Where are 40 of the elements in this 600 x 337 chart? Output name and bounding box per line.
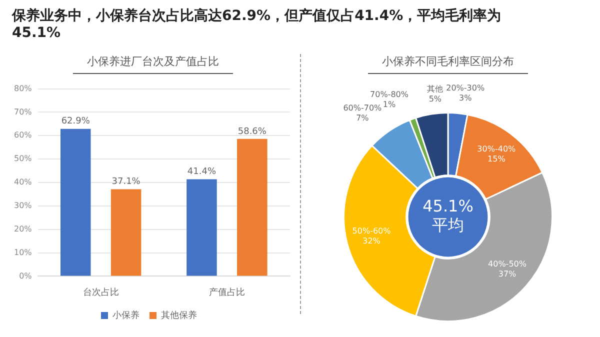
bar xyxy=(186,179,217,276)
data-label: 7% xyxy=(356,114,370,123)
y-tick-label: 20% xyxy=(14,224,32,234)
slice-label: 30%-40% xyxy=(477,144,516,154)
slice-label: 其他 xyxy=(427,84,444,94)
data-label: 32% xyxy=(362,236,381,246)
y-tick-label: 70% xyxy=(14,107,32,116)
slice-label: 70%-80% xyxy=(370,90,409,99)
data-label: 1% xyxy=(382,100,396,109)
text: 45.1% xyxy=(422,196,474,216)
data-label: 41.4% xyxy=(187,167,216,178)
text: 保养业务中，小保养台次占比高达62.9%，但产值仅占41.4%，平均毛利率为45.1% xyxy=(10,8,502,43)
y-tick-label: 30% xyxy=(14,201,32,210)
data-label: 15% xyxy=(488,154,506,164)
data-label: 37% xyxy=(498,269,517,278)
data-label: 62.9% xyxy=(61,116,90,127)
y-tick-label: 80% xyxy=(14,84,32,93)
text: 平均 xyxy=(432,216,464,235)
x-tick-label: 台次占比 xyxy=(82,286,119,298)
data-label: 5% xyxy=(428,94,442,104)
data-label: 37.1% xyxy=(112,177,141,188)
y-tick-label: 60% xyxy=(14,130,32,140)
legend-label: 小保养 xyxy=(112,310,140,321)
y-tick-label: 10% xyxy=(14,248,32,257)
x-tick-label: 产值占比 xyxy=(208,286,245,298)
slice-label: 40%-50% xyxy=(488,259,527,268)
bar xyxy=(237,138,268,276)
bar xyxy=(110,189,142,276)
slice-label: 50%-60% xyxy=(352,226,392,236)
legend-label: 其他保养 xyxy=(161,310,197,321)
bar xyxy=(60,128,91,276)
data-label: 3% xyxy=(458,93,472,102)
chart-title: 小保养不同毛利率区间分布 xyxy=(368,54,528,74)
chart-title: 小保养进厂台次及产值占比 xyxy=(73,54,233,74)
data-label: 58.6% xyxy=(238,126,267,137)
y-tick-label: 0% xyxy=(19,271,32,280)
slice-label: 20%-30% xyxy=(446,83,485,92)
y-tick-label: 40% xyxy=(14,178,32,187)
slice-label: 60%-70% xyxy=(343,104,382,113)
y-tick-label: 50% xyxy=(14,154,32,164)
